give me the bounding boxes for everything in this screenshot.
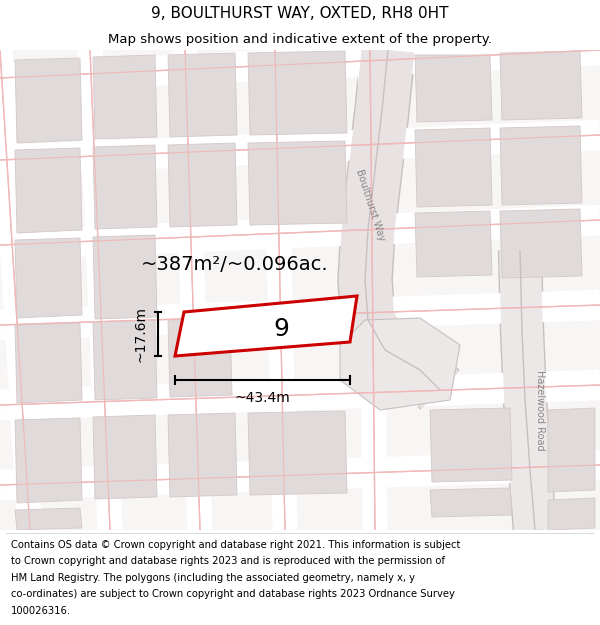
Text: 9, BOULTHURST WAY, OXTED, RH8 0HT: 9, BOULTHURST WAY, OXTED, RH8 0HT [151, 6, 449, 21]
Polygon shape [168, 413, 237, 497]
Text: 100026316.: 100026316. [11, 606, 71, 616]
Polygon shape [175, 296, 357, 356]
Polygon shape [168, 143, 237, 227]
Text: Hazelwood Road: Hazelwood Road [535, 369, 545, 450]
Text: Boulthurst Way: Boulthurst Way [353, 168, 386, 242]
Polygon shape [168, 53, 237, 137]
Polygon shape [248, 51, 347, 135]
Polygon shape [415, 128, 492, 207]
Polygon shape [15, 323, 82, 403]
Polygon shape [500, 209, 582, 278]
Polygon shape [93, 55, 157, 139]
Polygon shape [93, 235, 157, 319]
Polygon shape [430, 408, 512, 482]
Polygon shape [500, 51, 582, 120]
Polygon shape [548, 498, 595, 530]
Text: ~387m²/~0.096ac.: ~387m²/~0.096ac. [141, 256, 329, 274]
Polygon shape [15, 148, 82, 233]
Text: Contains OS data © Crown copyright and database right 2021. This information is : Contains OS data © Crown copyright and d… [11, 539, 460, 549]
Text: to Crown copyright and database rights 2023 and is reproduced with the permissio: to Crown copyright and database rights 2… [11, 556, 445, 566]
Text: HM Land Registry. The polygons (including the associated geometry, namely x, y: HM Land Registry. The polygons (includin… [11, 572, 415, 582]
Polygon shape [415, 211, 492, 277]
Text: ~17.6m: ~17.6m [133, 306, 147, 362]
Polygon shape [548, 408, 595, 492]
Polygon shape [248, 411, 347, 495]
Polygon shape [340, 318, 460, 410]
Polygon shape [168, 318, 232, 397]
Polygon shape [415, 55, 492, 122]
Polygon shape [93, 145, 157, 229]
Text: co-ordinates) are subject to Crown copyright and database rights 2023 Ordnance S: co-ordinates) are subject to Crown copyr… [11, 589, 455, 599]
Polygon shape [15, 418, 82, 503]
Polygon shape [15, 508, 82, 530]
Polygon shape [500, 126, 582, 205]
Polygon shape [15, 58, 82, 143]
Polygon shape [248, 141, 347, 225]
Polygon shape [93, 415, 157, 499]
Text: ~43.4m: ~43.4m [235, 391, 290, 405]
Text: 9: 9 [274, 316, 289, 341]
Text: Map shows position and indicative extent of the property.: Map shows position and indicative extent… [108, 32, 492, 46]
Polygon shape [430, 488, 512, 517]
Polygon shape [15, 238, 82, 318]
Polygon shape [93, 320, 157, 400]
